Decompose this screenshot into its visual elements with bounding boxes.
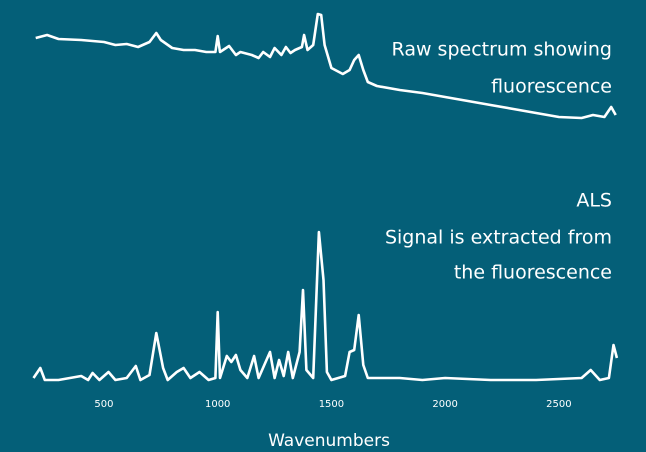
x-tick-label: 500 bbox=[94, 399, 113, 410]
annotation: Signal is extracted from bbox=[385, 227, 612, 249]
spectrum-line bbox=[32, 230, 619, 382]
spectrum-line bbox=[35, 12, 617, 120]
x-axis-label: Wavenumbers bbox=[268, 431, 390, 451]
annotation: fluorescence bbox=[491, 76, 612, 98]
x-tick-label: 1000 bbox=[205, 399, 230, 410]
x-tick-label: 1500 bbox=[319, 399, 344, 410]
annotation: ALS bbox=[576, 190, 612, 212]
annotation: Raw spectrum showing bbox=[392, 39, 612, 61]
annotation: the fluorescence bbox=[454, 262, 612, 284]
x-tick-label: 2000 bbox=[432, 399, 457, 410]
x-tick-label: 2500 bbox=[546, 399, 571, 410]
